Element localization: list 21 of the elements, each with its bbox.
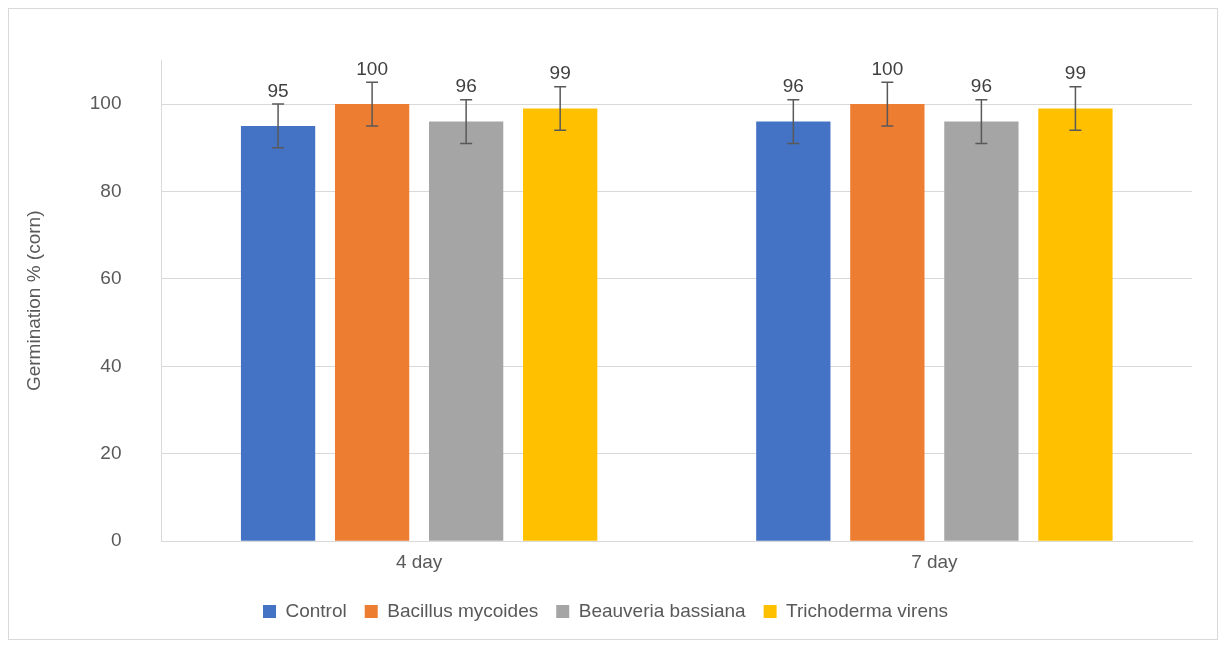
y-tick-label: 20 [100,442,122,464]
y-tick-label: 60 [100,267,122,289]
data-label: 99 [1064,62,1086,84]
y-tick-label: 0 [110,529,122,551]
y-tick-label: 80 [100,179,122,201]
data-label: 95 [267,79,289,101]
data-label: 100 [871,57,904,79]
legend-label: Bacillus mycoides [387,599,539,621]
data-label: 96 [455,75,477,97]
y-tick-label: 100 [89,92,122,114]
y-tick-label: 40 [100,354,122,376]
x-tick-label: 7 day [911,550,959,572]
data-label: 99 [549,62,571,84]
legend-label: Trichoderma virens [786,599,949,621]
x-tick-label: 4 day [395,550,443,572]
data-label: 96 [970,75,992,97]
data-label: 96 [782,75,804,97]
legend-label: Beauveria bassiana [578,599,747,621]
data-label: 100 [356,57,388,79]
y-axis-title: Germination % (corn) [22,210,44,392]
legend-label: Control [285,599,347,621]
